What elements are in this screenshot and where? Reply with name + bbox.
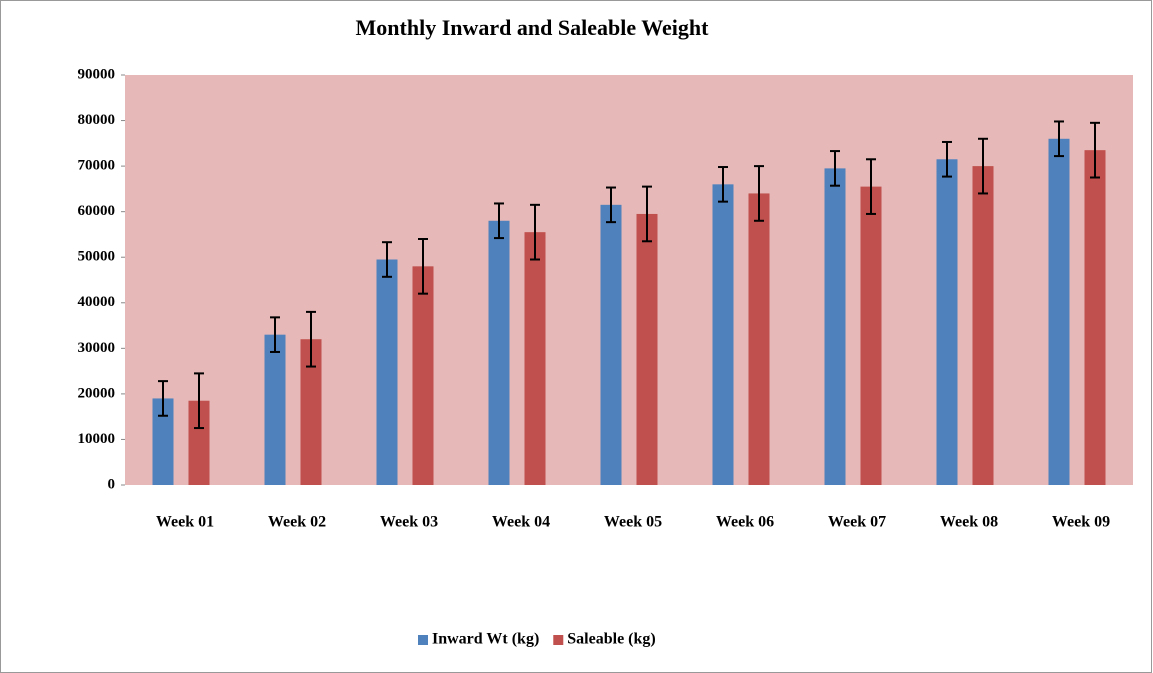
x-tick-label: Week 07 xyxy=(828,514,886,531)
bar xyxy=(936,159,958,485)
bar xyxy=(264,334,286,485)
bar xyxy=(636,213,658,485)
bar xyxy=(488,220,510,485)
bar xyxy=(824,168,846,485)
bar xyxy=(600,204,622,486)
y-tick-label: 30000 xyxy=(78,340,116,356)
bar xyxy=(1084,150,1106,485)
x-tick-label: Week 06 xyxy=(716,514,774,531)
y-tick-label: 20000 xyxy=(78,385,116,401)
bar xyxy=(748,193,770,485)
error-bar xyxy=(1054,120,1064,158)
error-bar xyxy=(606,186,616,224)
error-bar xyxy=(382,241,392,278)
error-bar xyxy=(194,372,204,430)
error-bar xyxy=(270,316,280,353)
y-tick-label: 0 xyxy=(108,476,116,492)
error-bar xyxy=(942,140,952,178)
error-bar xyxy=(530,203,540,261)
y-tick-label: 50000 xyxy=(78,249,116,265)
bar xyxy=(860,186,882,485)
y-tick-label: 80000 xyxy=(78,112,116,128)
x-tick-label: Week 01 xyxy=(156,514,214,531)
x-tick-label: Week 02 xyxy=(268,514,326,531)
x-tick-label: Week 05 xyxy=(604,514,662,531)
error-bar xyxy=(718,166,728,203)
error-bar xyxy=(306,310,316,368)
bar xyxy=(300,339,322,485)
error-bar xyxy=(1090,121,1100,179)
chart-title: Monthly Inward and Saleable Weight xyxy=(356,15,710,40)
y-tick-label: 10000 xyxy=(78,431,116,447)
y-tick-label: 70000 xyxy=(78,158,116,174)
legend-swatch xyxy=(553,635,564,645)
bar xyxy=(188,400,210,485)
x-tick-label: Week 03 xyxy=(380,514,438,531)
plot-area xyxy=(125,75,1133,485)
y-tick-label: 90000 xyxy=(78,66,116,82)
bar xyxy=(712,184,734,486)
error-bar xyxy=(866,158,876,215)
bar xyxy=(1048,138,1070,485)
bar xyxy=(412,266,434,485)
legend-swatch xyxy=(418,635,428,645)
error-bar xyxy=(754,165,764,222)
bar xyxy=(524,232,546,485)
bar xyxy=(152,398,174,485)
x-tick-label: Week 04 xyxy=(492,514,550,531)
error-bar xyxy=(418,238,428,295)
y-tick-label: 40000 xyxy=(78,294,116,310)
legend-label: Saleable (kg) xyxy=(567,631,655,648)
error-bar xyxy=(494,202,504,240)
legend-label: Inward Wt (kg) xyxy=(432,631,539,648)
error-bar xyxy=(830,150,840,187)
x-tick-label: Week 08 xyxy=(940,514,998,531)
error-bar xyxy=(158,380,168,417)
x-tick-label: Week 09 xyxy=(1052,514,1110,531)
error-bar xyxy=(978,137,988,195)
bar xyxy=(972,166,994,485)
bar xyxy=(376,259,398,485)
error-bar xyxy=(642,185,652,243)
y-tick-label: 60000 xyxy=(78,203,116,219)
